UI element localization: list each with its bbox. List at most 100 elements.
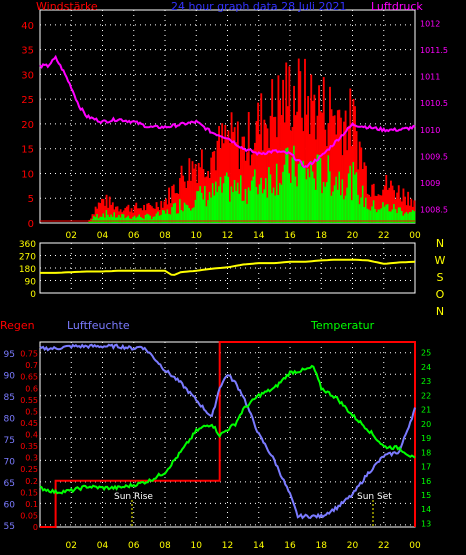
wind-gust-bar <box>294 115 297 223</box>
wind-gust-bar <box>129 211 131 223</box>
wind-gust-bar <box>127 204 130 223</box>
wind-gust-bar <box>186 180 189 223</box>
humidity-tick-label: 95 <box>4 350 15 360</box>
wind-gust-bar <box>305 114 308 223</box>
x-tick-label: 12 <box>222 541 233 551</box>
wind-mean-bar <box>230 186 233 223</box>
wind-gust-bar <box>396 192 399 223</box>
wind-mean-bar <box>375 212 378 223</box>
wind-mean-bar <box>182 211 185 223</box>
wind-mean-bar <box>233 179 236 223</box>
wind-mean-bar <box>374 209 377 223</box>
wind-mean-bar <box>165 213 167 223</box>
wind-mean-bar <box>294 176 297 223</box>
wind-gust-bar <box>119 209 122 223</box>
wind-tick-label: 20 <box>21 120 34 131</box>
wind-mean-bar <box>154 216 156 223</box>
wind-gust-bar <box>330 109 333 223</box>
wind-mean-bar <box>280 184 283 223</box>
wind-mean-bar <box>271 193 274 223</box>
pressure-label: Luftdruck <box>371 0 423 13</box>
wind-gust-bar <box>285 62 288 223</box>
pressure-tick-label: 1010.5 <box>420 99 448 108</box>
rain-ticks: 0 0.05 0.1 0.15 0.2 0.25 0.3 0.35 0.4 0.45 0.5 0.55… <box>20 350 38 532</box>
x-tick-label: 00 <box>409 231 421 241</box>
wind-gust-bar <box>110 204 113 223</box>
wind-mean-bar <box>357 194 360 223</box>
wind-mean-bar <box>215 181 217 223</box>
wind-gust-bar <box>230 112 233 223</box>
wind-mean-bar <box>199 186 202 223</box>
wind-gust-bar <box>149 204 152 223</box>
wind-gust-bar <box>210 157 213 223</box>
wind-mean-bar <box>94 217 97 223</box>
pressure-tick-label: 1009.5 <box>420 152 448 161</box>
temperature-tick-label: 23 <box>421 377 431 386</box>
wind-mean-bar <box>311 171 314 223</box>
wind-mean-bar <box>186 205 189 223</box>
wind-gust-bar <box>233 127 236 223</box>
wind-mean-bar <box>344 195 347 223</box>
wind-tick-label: 25 <box>21 95 34 106</box>
x-tick-label: 16 <box>284 541 296 551</box>
wind-gust-bar <box>338 109 341 223</box>
wind-gust-bar <box>321 112 324 223</box>
wind-mean-bar <box>336 189 339 223</box>
wind-mean-bar <box>149 215 152 223</box>
wind-gust-bar <box>261 150 264 223</box>
wind-gust-bar <box>177 193 180 223</box>
wind-mean-bar <box>335 176 338 223</box>
wind-mean-bar <box>244 188 247 223</box>
wind-gust-bar <box>358 141 361 223</box>
wind-gust-bar <box>140 208 142 223</box>
wind-mean-bar <box>350 200 353 223</box>
wind-gust-bar <box>280 115 283 223</box>
humidity-tick-label: 80 <box>4 414 16 424</box>
wind-gust-bar <box>352 98 355 223</box>
direction-tick-label: 360 <box>19 240 36 250</box>
wind-gust-bar <box>333 115 336 223</box>
wind-gust-bar <box>141 210 144 223</box>
wind-gust-bar <box>116 206 119 223</box>
rain-tick-label: 0.2 <box>25 477 38 486</box>
x-tick-label: 20 <box>347 541 359 551</box>
wind-mean-bar <box>250 180 253 223</box>
humidity-tick-label: 85 <box>4 393 15 403</box>
wind-gust-bar <box>363 162 366 223</box>
rain-tick-label: 0.25 <box>20 465 38 474</box>
wind-gust-bar <box>188 158 191 223</box>
wind-mean-bar <box>235 190 238 223</box>
wind-gust-bar <box>241 136 244 223</box>
wind-gust-bar <box>180 165 183 223</box>
wind-gust-bar <box>108 196 111 223</box>
wind-gust-bar <box>366 193 369 223</box>
wind-mean-bar <box>265 178 267 223</box>
wind-gust-bar <box>124 207 127 223</box>
wind-mean-bar <box>325 182 328 223</box>
wind-mean-bar <box>166 209 169 223</box>
wind-mean-bar <box>171 207 174 223</box>
wind-gust-bar <box>125 206 128 223</box>
wind-mean-bar <box>324 186 327 223</box>
wind-mean-bar <box>222 183 225 223</box>
x-tick-label: 00 <box>409 541 421 551</box>
wind-gust-bar <box>269 115 272 223</box>
wind-mean-bar <box>332 191 335 223</box>
panel-rain-humidity-temperature: 55 60 65 70 75 80 85 90 95 0 0.05 0.1 0.15 0.2 0.25 0.… <box>0 319 431 551</box>
wind-mean-bar <box>333 185 336 223</box>
wind-mean-bar <box>379 209 381 223</box>
temperature-tick-label: 20 <box>421 420 431 429</box>
wind-mean-bar <box>383 206 386 223</box>
wind-gust-bar <box>136 208 139 223</box>
wind-tick-label: 15 <box>21 145 34 156</box>
wind-gust-bar <box>265 124 267 223</box>
wind-mean-bar <box>104 217 106 223</box>
panel1-x-ticks: 02 04 06 08 10 12 14 16 18 20 22 00 <box>66 231 421 241</box>
wind-tick-label: 10 <box>21 169 34 180</box>
temperature-tick-label: 21 <box>421 406 431 415</box>
wind-tick-label: 40 <box>21 21 34 32</box>
sun-rise-label: Sun Rise <box>114 492 153 502</box>
wind-mean-bar <box>371 206 374 223</box>
wind-mean-bar <box>241 200 244 223</box>
wind-gust-bar <box>279 100 281 223</box>
